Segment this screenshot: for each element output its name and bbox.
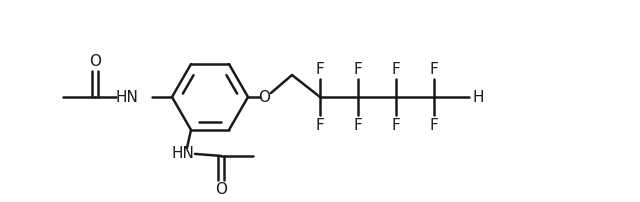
Text: HN: HN bbox=[172, 146, 195, 161]
Text: F: F bbox=[429, 118, 438, 133]
Text: F: F bbox=[392, 118, 401, 133]
Text: O: O bbox=[258, 89, 270, 104]
Text: O: O bbox=[89, 55, 101, 69]
Text: H: H bbox=[472, 89, 484, 104]
Text: F: F bbox=[316, 118, 324, 133]
Text: F: F bbox=[354, 118, 362, 133]
Text: O: O bbox=[215, 182, 227, 197]
Text: F: F bbox=[316, 61, 324, 77]
Text: F: F bbox=[392, 61, 401, 77]
Text: HN: HN bbox=[115, 89, 138, 104]
Text: F: F bbox=[354, 61, 362, 77]
Text: F: F bbox=[429, 61, 438, 77]
